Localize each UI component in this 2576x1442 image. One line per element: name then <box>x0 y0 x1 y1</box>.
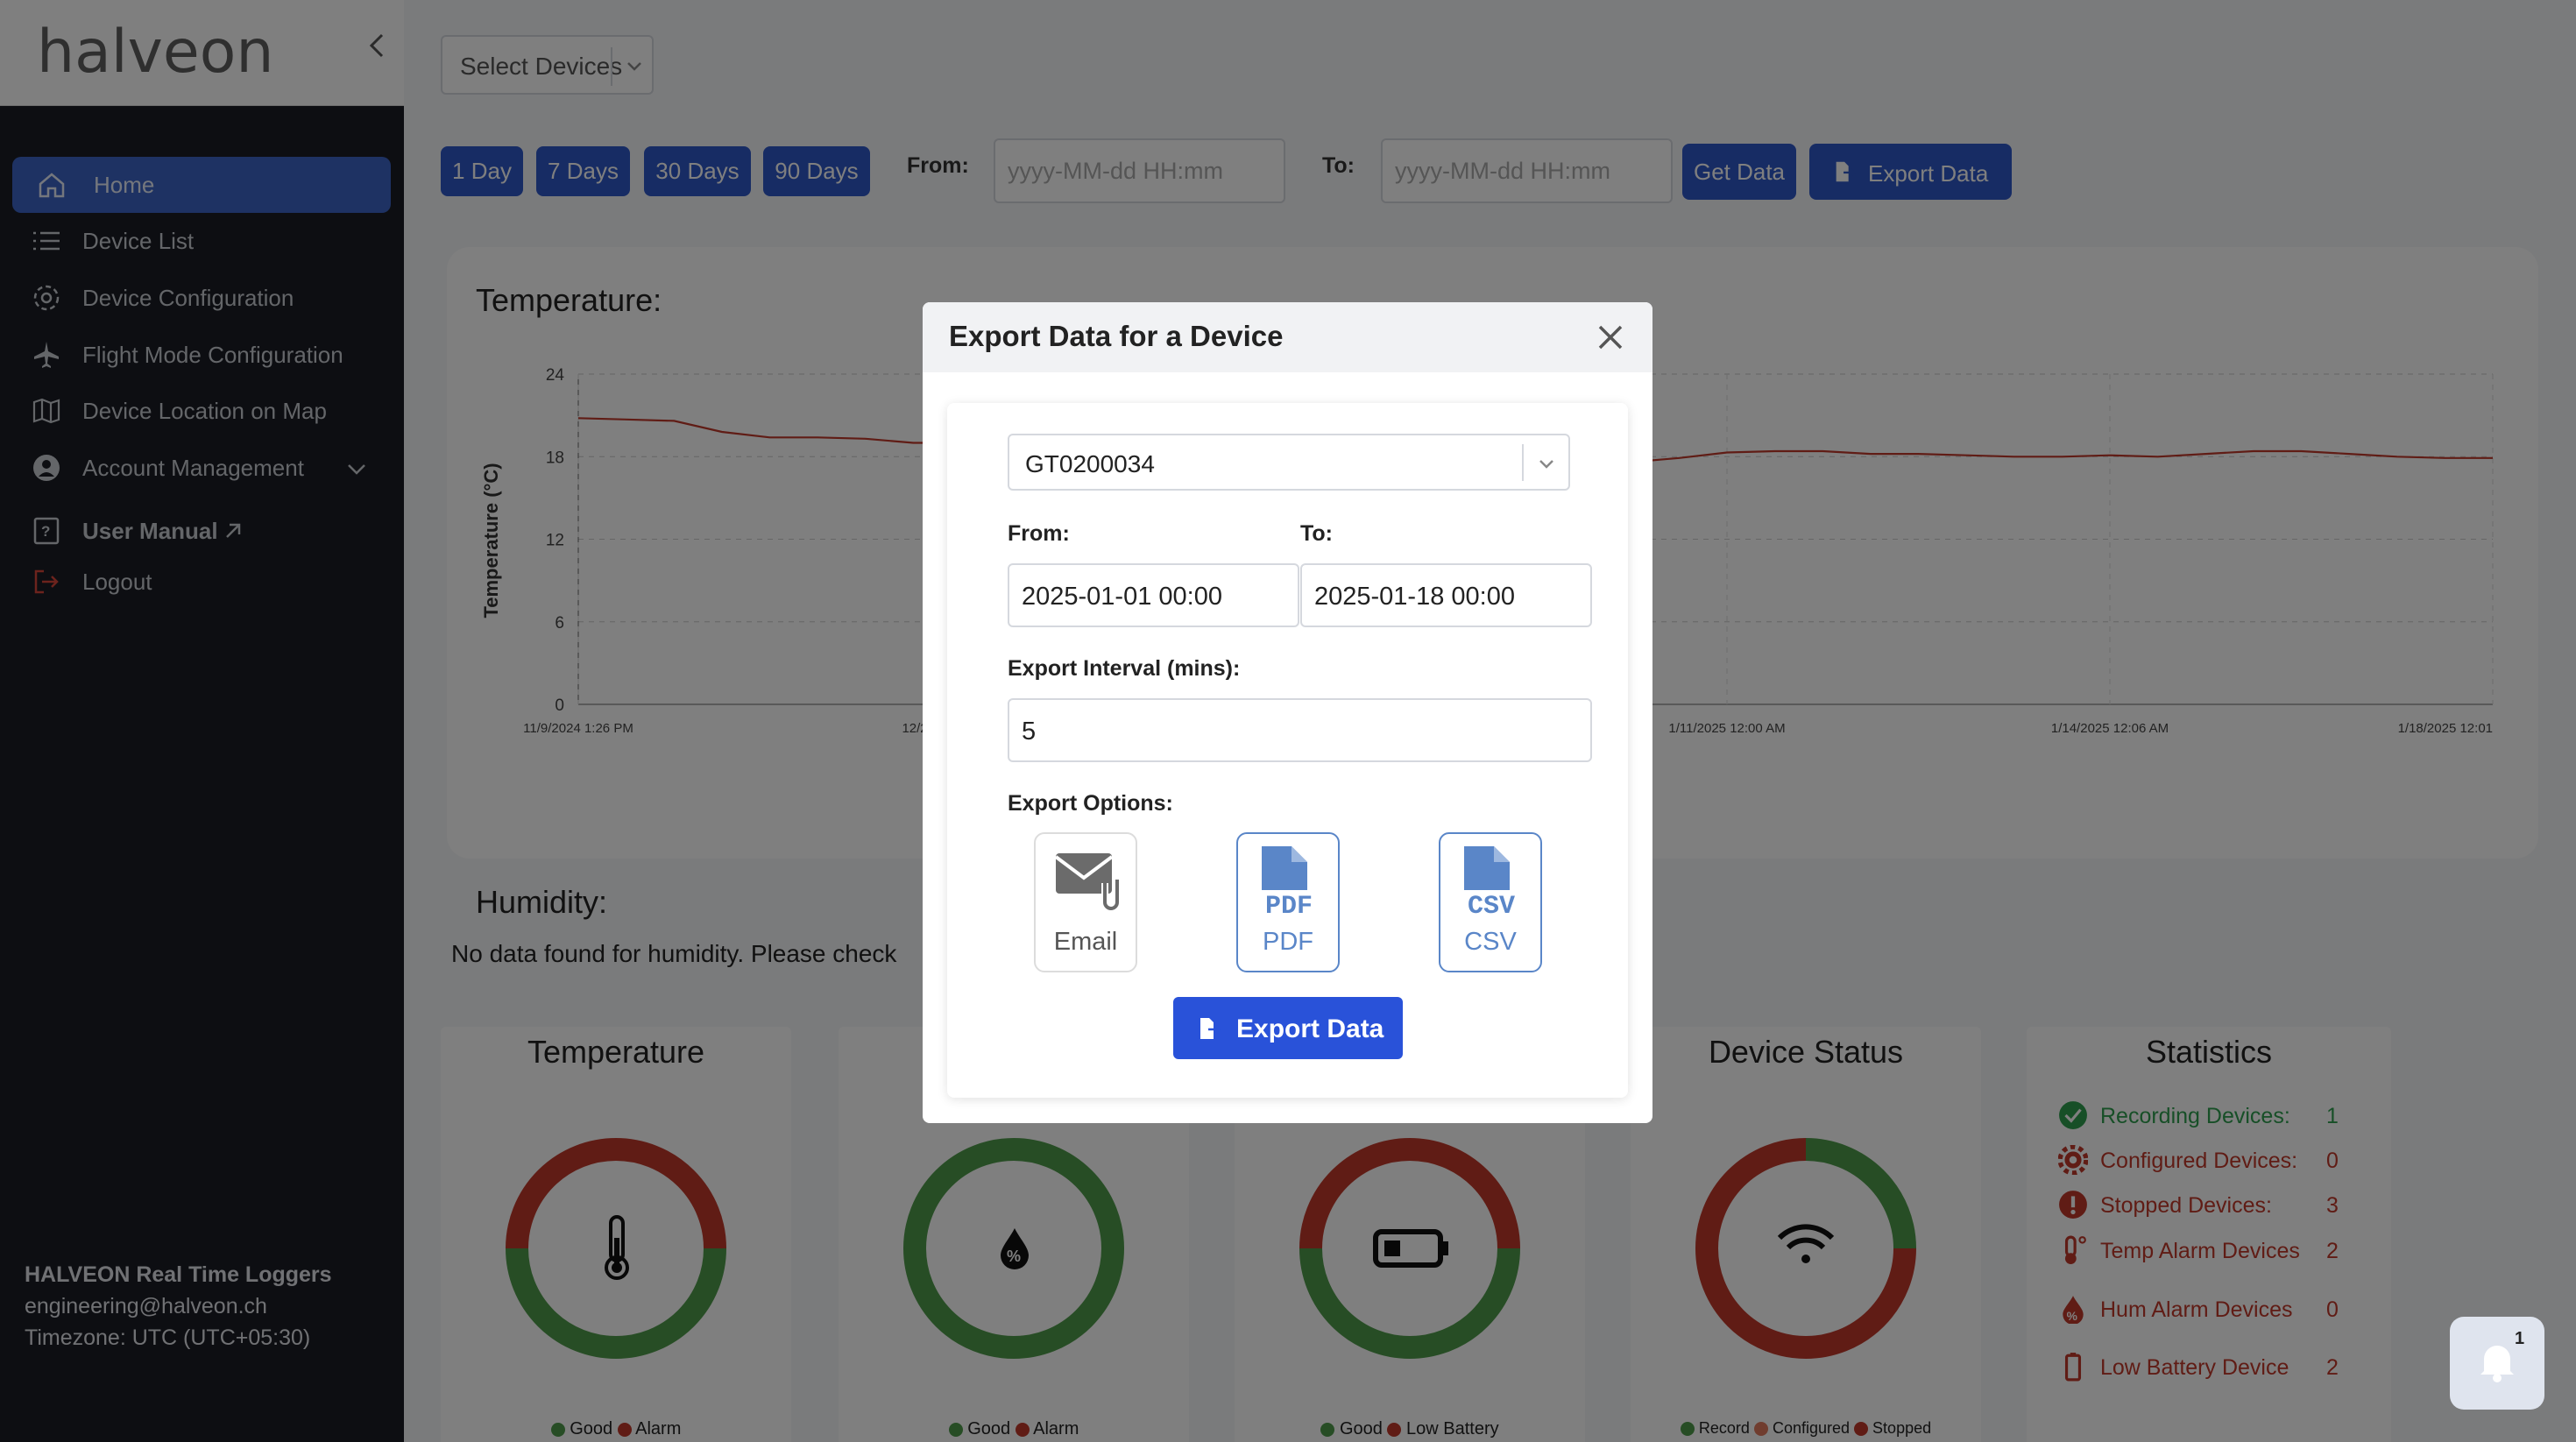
close-icon[interactable] <box>1591 318 1630 357</box>
export-email-option[interactable]: Email <box>1034 832 1137 972</box>
modal-to-label: To: <box>1300 521 1334 546</box>
modal-export-data-button[interactable]: Export Data <box>1173 997 1403 1059</box>
email-attachment-icon <box>1054 853 1121 912</box>
dropdown-separator <box>1522 444 1524 481</box>
modal-title: Export Data for a Device <box>949 320 1284 352</box>
export-csv-option[interactable]: CSV CSV <box>1439 832 1542 972</box>
chevron-down-icon <box>1539 460 1553 469</box>
csv-option-label: CSV <box>1464 928 1517 956</box>
export-options-label: Export Options: <box>1008 791 1173 816</box>
export-pdf-option[interactable]: PDF PDF <box>1236 832 1340 972</box>
export-interval-label: Export Interval (mins): <box>1008 656 1241 681</box>
export-icon <box>1200 1018 1221 1039</box>
modal-to-date-input[interactable]: 2025-01-18 00:00 <box>1300 563 1592 627</box>
email-option-label: Email <box>1053 928 1118 956</box>
svg-text:CSV: CSV <box>1468 892 1515 915</box>
modal-header: Export Data for a Device <box>923 302 1652 372</box>
export-interval-input[interactable]: 5 <box>1008 698 1592 762</box>
device-select-value: GT0200034 <box>1025 450 1155 477</box>
modal-from-date-input[interactable]: 2025-01-01 00:00 <box>1008 563 1299 627</box>
svg-text:PDF: PDF <box>1265 892 1313 915</box>
notifications-button[interactable]: 1 <box>2450 1317 2544 1410</box>
device-select-dropdown[interactable]: GT0200034 <box>1008 434 1570 491</box>
pdf-option-label: PDF <box>1263 928 1313 956</box>
csv-file-icon: CSV <box>1464 846 1515 915</box>
notification-count-badge: 1 <box>2515 1329 2525 1348</box>
modal-from-label: From: <box>1008 521 1070 546</box>
pdf-file-icon: PDF <box>1262 846 1313 915</box>
modal-export-data-label: Export Data <box>1236 1014 1384 1043</box>
bell-icon <box>2480 1346 2514 1382</box>
export-data-modal: Export Data for a Device GT0200034 From:… <box>923 302 1652 1123</box>
